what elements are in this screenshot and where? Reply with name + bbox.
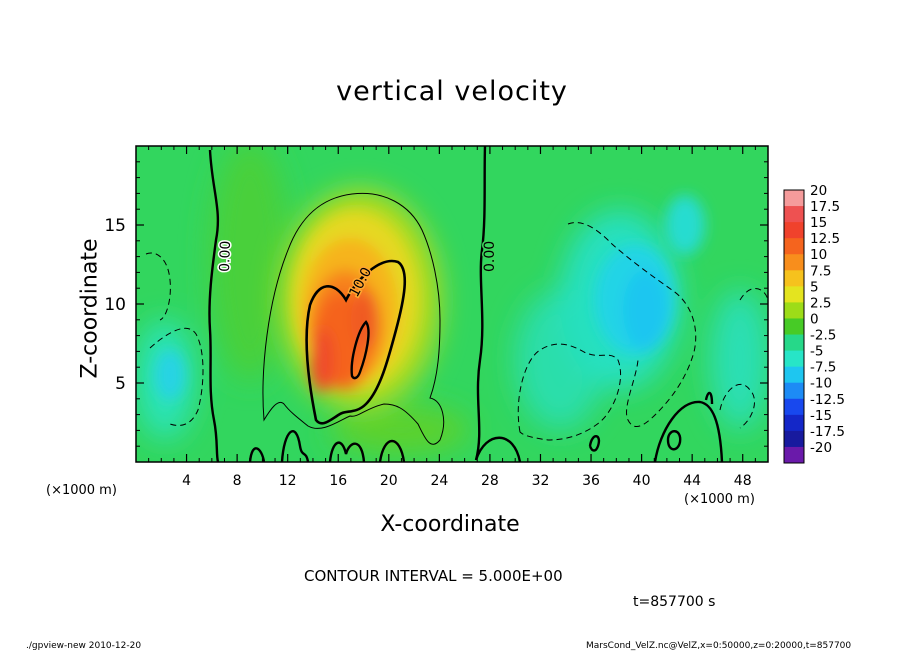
colorbar-label: 20 [810, 183, 827, 199]
colorbar-label: -15 [810, 408, 832, 424]
colorbar-label: 5 [810, 279, 819, 295]
x-axis-label: X-coordinate [380, 512, 520, 537]
colorbar-swatch [784, 446, 804, 464]
x-unit-right: (×1000 m) [684, 492, 755, 507]
colorbar-swatch [784, 206, 804, 223]
x-tick-label: 40 [633, 473, 651, 489]
x-unit-left: (×1000 m) [46, 483, 117, 498]
chart-title: vertical velocity [336, 76, 568, 107]
colorbar-swatch [784, 222, 804, 239]
x-tick-label: 8 [233, 473, 242, 489]
colorbar-label: -10 [810, 376, 832, 392]
colorbar-swatch [784, 334, 804, 352]
time-text: t=857700 s [633, 594, 716, 610]
y-tick-label: 15 [104, 216, 126, 236]
colorbar-label: -7.5 [810, 360, 836, 376]
colorbar-label: 17.5 [810, 199, 840, 215]
colorbar-swatch [784, 238, 804, 255]
colorbar-label: -20 [810, 440, 832, 456]
x-tick-label: 16 [329, 473, 347, 489]
colorbar-swatch [784, 286, 804, 303]
contour-label-right: 0.00 [482, 241, 498, 272]
x-tick-label: 32 [532, 473, 550, 489]
x-tick-label: 36 [582, 473, 600, 489]
colorbar-label: -2.5 [810, 328, 836, 344]
x-tick-label: 4 [182, 473, 191, 489]
x-tick-label: 12 [279, 473, 297, 489]
colorbar-label: 0 [810, 311, 819, 327]
colorbar-label: 7.5 [810, 263, 831, 279]
colorbar-swatch [784, 254, 804, 271]
contour-interval-text: CONTOUR INTERVAL = 5.000E+00 [304, 567, 563, 585]
colorbar-label: 15 [810, 215, 827, 231]
x-tick-label: 44 [683, 473, 701, 489]
colorbar-swatch [784, 318, 804, 336]
colorbar-swatch [784, 350, 804, 368]
colorbar-swatch [784, 398, 804, 416]
colorbar-swatch [784, 430, 804, 448]
colorbar-label: 10 [810, 247, 827, 263]
x-tick-label: 24 [430, 473, 448, 489]
x-tick-label: 20 [380, 473, 398, 489]
colorbar-swatch [784, 190, 804, 207]
colorbar-swatch [784, 270, 804, 287]
y-tick-label: 5 [115, 374, 126, 394]
colorbar-label: -12.5 [810, 392, 845, 408]
colorbar-label: 12.5 [810, 231, 840, 247]
footer-left: ./gpview-new 2010-12-20 [26, 641, 142, 651]
colorbar-label: 2.5 [810, 295, 831, 311]
colorbar-swatch [784, 366, 804, 384]
colorbar-label: -5 [810, 344, 823, 360]
x-axis: 4 8 12 16 20 24 28 32 36 40 44 48 [148, 146, 756, 489]
footer-right: MarsCond_VelZ.nc@VelZ,x=0:50000,z=0:2000… [586, 641, 852, 651]
x-tick-label: 48 [734, 473, 752, 489]
colorbar: 2017.51512.5107.552.50-2.5-5-7.5-10-12.5… [783, 183, 845, 464]
colorbar-swatch [784, 302, 804, 319]
colorbar-swatch [784, 382, 804, 400]
contour-label-left: 0.00 [217, 240, 234, 272]
y-axis-label: Z-coordinate [77, 238, 103, 379]
colorbar-frame [783, 189, 805, 464]
colorbar-swatch [784, 414, 804, 432]
contour-lines [145, 146, 768, 462]
y-tick-label: 10 [104, 295, 126, 315]
x-tick-label: 28 [481, 473, 499, 489]
colorbar-label: -17.5 [810, 424, 845, 440]
y-axis: 5 10 15 [104, 161, 768, 447]
